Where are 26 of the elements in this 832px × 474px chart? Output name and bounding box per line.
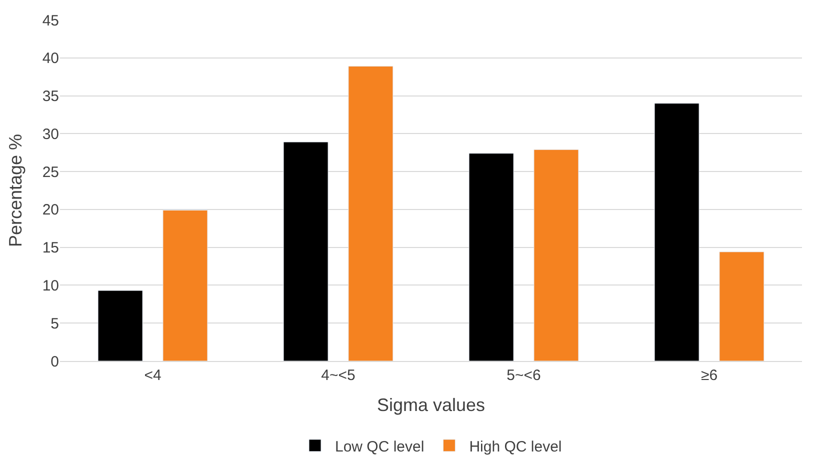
x-tick-label: <4 [144, 367, 162, 384]
bar [98, 290, 143, 361]
legend-label: High QC level [469, 438, 562, 456]
y-tick-label: 0 [50, 353, 59, 370]
legend-label: Low QC level [335, 438, 424, 456]
bar [534, 149, 579, 361]
bar [654, 103, 700, 361]
y-tick-label: 5 [50, 315, 59, 332]
y-axis-title: Percentage % [6, 134, 26, 248]
x-tick-label: 5~<6 [506, 367, 541, 384]
x-axis-title: Sigma values [376, 395, 486, 416]
y-tick-label: 25 [42, 164, 59, 181]
bar [348, 66, 394, 361]
y-tick-label: 10 [42, 277, 59, 294]
bar [162, 210, 208, 361]
y-tick-label: 45 [42, 12, 59, 30]
y-tick-label: 35 [42, 88, 59, 106]
y-tick-label: 30 [42, 126, 59, 143]
x-tick-label: 4~<5 [321, 367, 356, 384]
y-tick-label: 40 [42, 50, 59, 68]
y-tick-label: 20 [42, 202, 59, 219]
bar [283, 142, 328, 361]
bar [468, 153, 514, 361]
bar [719, 252, 764, 361]
y-tick-label: 15 [42, 240, 59, 257]
x-tick-label: ≥6 [700, 367, 718, 384]
